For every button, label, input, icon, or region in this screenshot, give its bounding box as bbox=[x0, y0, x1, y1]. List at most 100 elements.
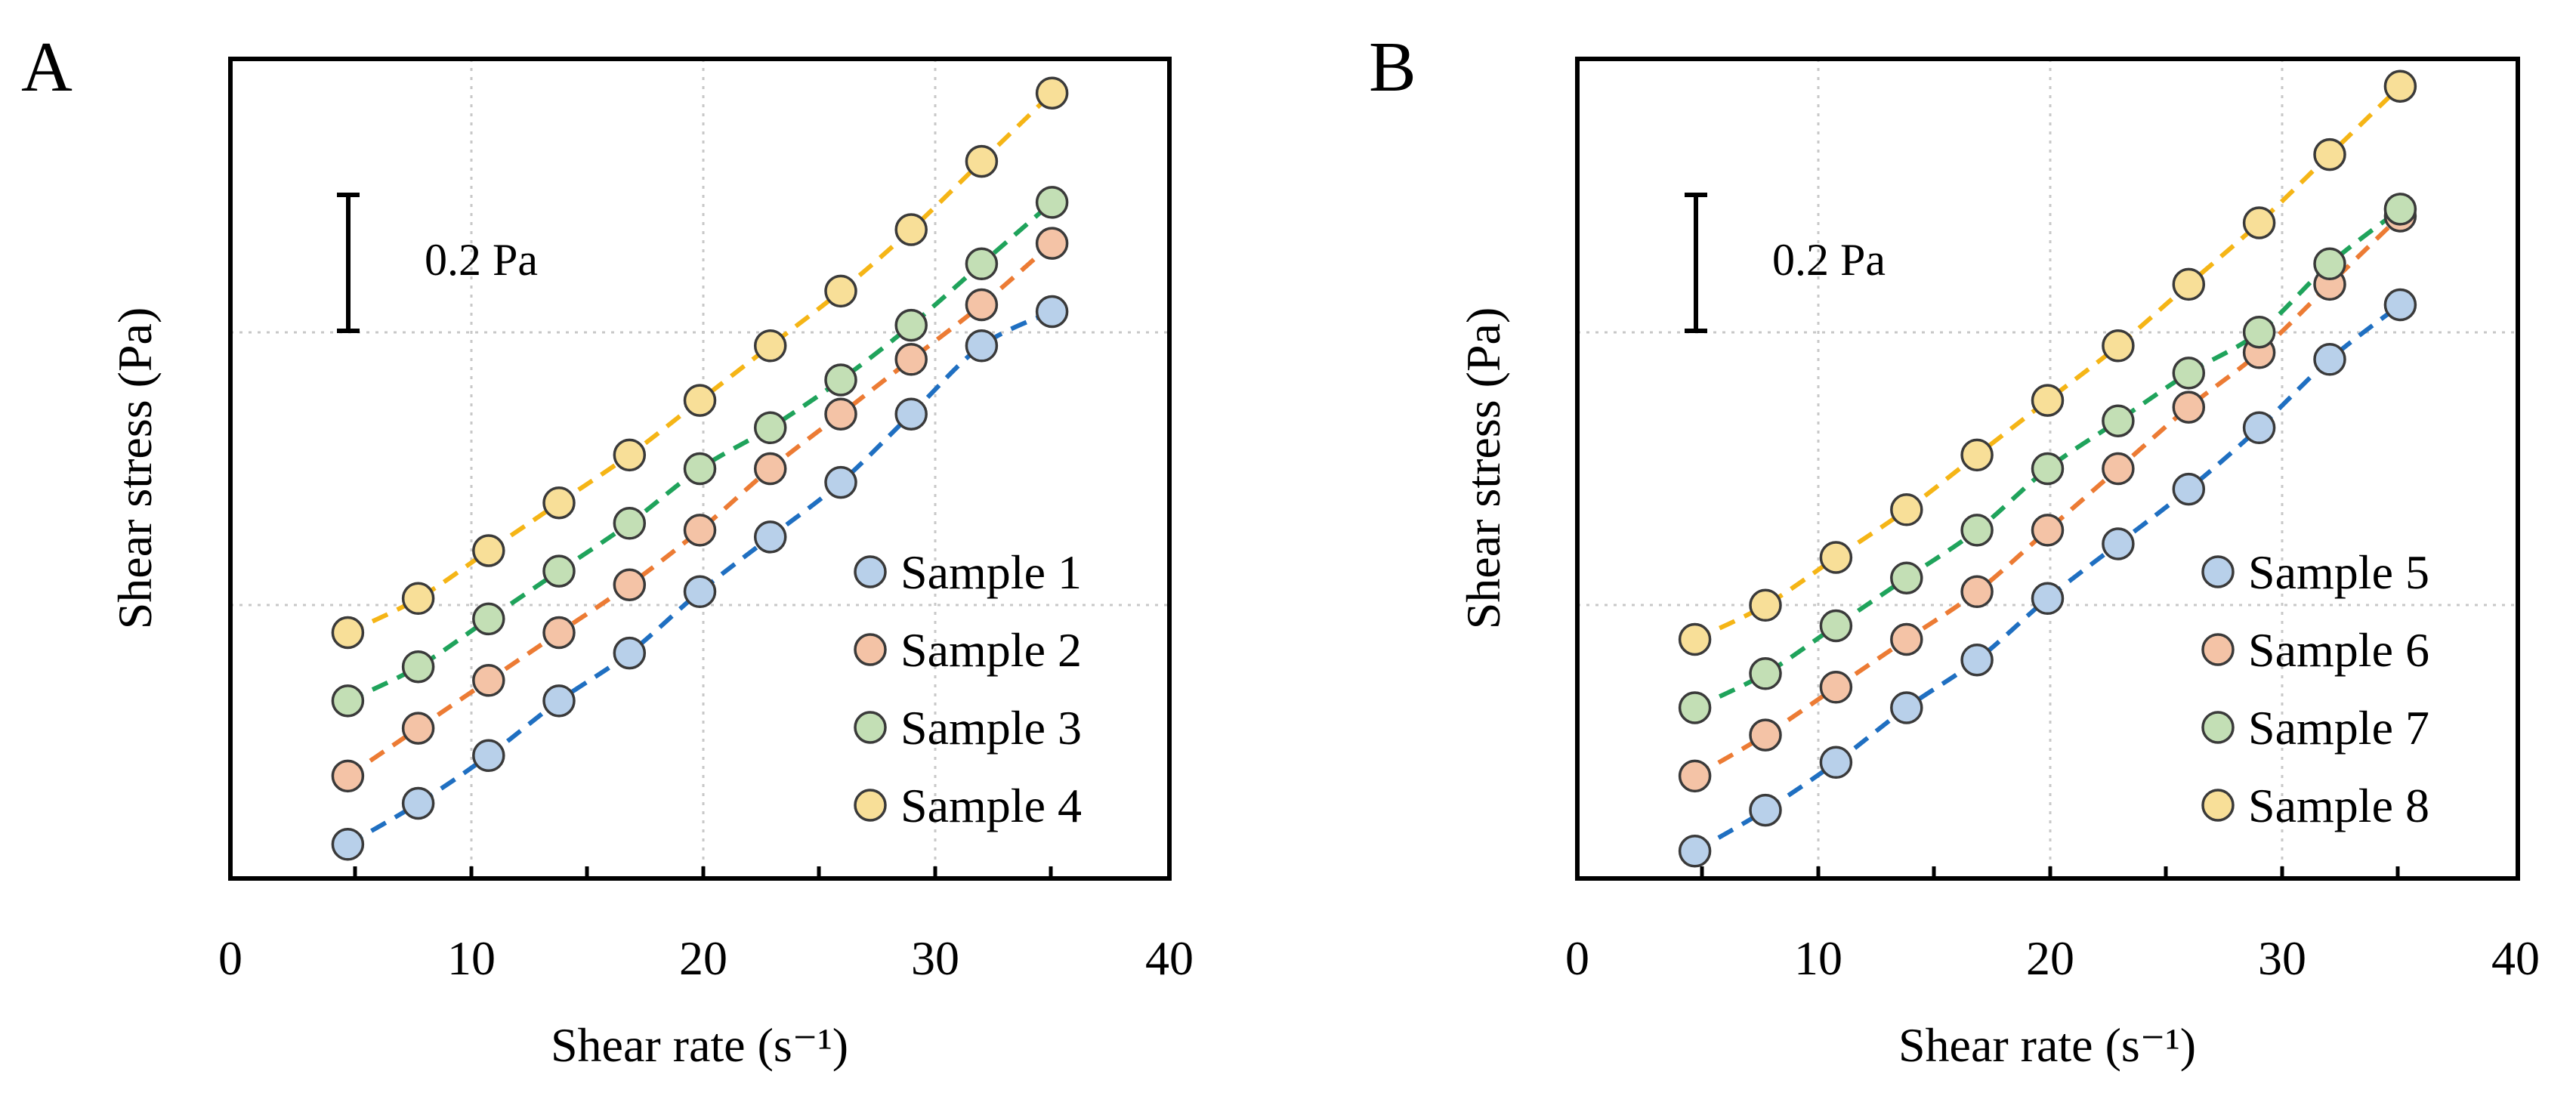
fit-line-sample-4 bbox=[347, 91, 1054, 635]
panel-a: A 0 10 20 30 40 Shear rate (s⁻¹) Shear s… bbox=[21, 28, 1194, 1072]
fit-line-sample-7 bbox=[1694, 207, 2402, 710]
data-point-sample-5 bbox=[1749, 793, 1782, 827]
data-point-sample-7 bbox=[2313, 247, 2346, 281]
data-point-sample-4 bbox=[965, 144, 999, 178]
legend-marker-sample-6 bbox=[2201, 633, 2235, 666]
data-point-sample-7 bbox=[2383, 193, 2417, 226]
data-point-sample-3 bbox=[613, 507, 647, 540]
data-point-sample-8 bbox=[2102, 329, 2135, 363]
data-point-sample-1 bbox=[613, 636, 647, 670]
data-point-sample-6 bbox=[2102, 452, 2135, 486]
x-tick-label: 40 bbox=[1145, 931, 1194, 985]
data-points bbox=[1678, 69, 2417, 868]
fit-line-sample-1 bbox=[346, 309, 1053, 847]
data-point-sample-4 bbox=[613, 438, 647, 472]
data-point-sample-4 bbox=[542, 486, 576, 520]
data-point-sample-1 bbox=[683, 575, 717, 609]
data-point-sample-8 bbox=[1678, 622, 1712, 656]
data-point-sample-8 bbox=[2313, 137, 2346, 171]
fit-line-sample-2 bbox=[346, 241, 1054, 778]
data-point-sample-8 bbox=[1749, 588, 1782, 622]
data-point-sample-2 bbox=[1035, 227, 1069, 260]
x-axis-title: Shear rate (s⁻¹) bbox=[1898, 1018, 2196, 1072]
scale-bar-label: 0.2 Pa bbox=[1772, 235, 1886, 285]
data-point-sample-6 bbox=[2172, 391, 2206, 424]
data-point-sample-5 bbox=[2383, 288, 2417, 322]
data-point-sample-5 bbox=[1960, 643, 1994, 677]
data-point-sample-3 bbox=[401, 650, 435, 684]
data-point-sample-1 bbox=[965, 329, 999, 363]
legend-label-sample-7: Sample 7 bbox=[2248, 701, 2429, 755]
y-axis-title: Shear stress (Pa) bbox=[108, 307, 162, 630]
data-point-sample-5 bbox=[2313, 343, 2346, 376]
data-point-sample-8 bbox=[2172, 267, 2206, 301]
data-point-sample-8 bbox=[2383, 69, 2417, 103]
data-point-sample-6 bbox=[1749, 718, 1782, 752]
x-axis: 0 10 20 30 40 Shear rate (s⁻¹) bbox=[1565, 866, 2540, 1072]
scale-bar-line bbox=[337, 193, 360, 333]
data-point-sample-6 bbox=[1678, 759, 1712, 793]
data-point-sample-5 bbox=[1819, 746, 1853, 780]
data-points bbox=[331, 76, 1069, 861]
x-tick-label: 20 bbox=[679, 931, 727, 985]
legend-label-sample-1: Sample 1 bbox=[900, 545, 1082, 599]
data-point-sample-1 bbox=[1035, 295, 1069, 329]
data-point-sample-7 bbox=[1749, 657, 1782, 690]
data-point-sample-4 bbox=[401, 582, 435, 616]
scale-bar: 0.2 Pa bbox=[1685, 193, 1886, 333]
legend-label-sample-6: Sample 6 bbox=[2248, 623, 2429, 677]
x-tick-label: 0 bbox=[218, 931, 242, 985]
data-point-sample-7 bbox=[2172, 357, 2206, 390]
x-axis-title: Shear rate (s⁻¹) bbox=[551, 1018, 848, 1072]
data-point-sample-5 bbox=[2242, 411, 2276, 445]
data-point-sample-8 bbox=[1819, 541, 1853, 574]
data-point-sample-2 bbox=[965, 288, 999, 322]
data-point-sample-4 bbox=[472, 534, 505, 567]
data-point-sample-2 bbox=[542, 616, 576, 650]
data-point-sample-7 bbox=[1819, 609, 1853, 643]
data-point-sample-8 bbox=[1890, 493, 1923, 526]
data-point-sample-3 bbox=[1035, 186, 1069, 219]
legend-marker-sample-5 bbox=[2201, 555, 2235, 588]
data-point-sample-4 bbox=[1035, 76, 1069, 110]
data-point-sample-3 bbox=[824, 363, 857, 397]
data-point-sample-2 bbox=[472, 664, 505, 697]
panel-label: B bbox=[1369, 28, 1416, 107]
data-point-sample-1 bbox=[894, 397, 928, 431]
x-tick-label: 20 bbox=[2026, 931, 2074, 985]
legend: Sample 1 Sample 2 Sample 3 Sample 4 bbox=[854, 545, 1082, 832]
scale-bar-label: 0.2 Pa bbox=[425, 235, 538, 285]
fit-line-sample-6 bbox=[1694, 214, 2402, 778]
data-point-sample-3 bbox=[472, 602, 505, 636]
data-point-sample-3 bbox=[753, 411, 787, 445]
plot-frame bbox=[1575, 57, 2520, 881]
data-point-sample-7 bbox=[2242, 315, 2276, 349]
data-point-sample-6 bbox=[1960, 575, 1994, 609]
data-point-sample-7 bbox=[1890, 561, 1923, 594]
data-point-sample-4 bbox=[753, 329, 787, 363]
data-point-sample-1 bbox=[824, 465, 857, 499]
legend-marker-sample-2 bbox=[854, 633, 887, 666]
data-point-sample-5 bbox=[2102, 527, 2135, 560]
data-point-sample-7 bbox=[2102, 404, 2135, 437]
data-point-sample-3 bbox=[683, 452, 717, 486]
data-point-sample-3 bbox=[542, 554, 576, 588]
data-point-sample-2 bbox=[401, 712, 435, 745]
data-point-sample-8 bbox=[2242, 206, 2276, 239]
legend-label-sample-4: Sample 4 bbox=[900, 779, 1082, 832]
data-point-sample-8 bbox=[2031, 384, 2065, 417]
data-point-sample-5 bbox=[2172, 472, 2206, 506]
data-point-sample-5 bbox=[1678, 835, 1712, 868]
data-point-sample-2 bbox=[683, 514, 717, 547]
panel-b: B 0 10 20 30 40 Shear rate (s⁻¹) Shear s… bbox=[1369, 28, 2540, 1072]
data-point-sample-4 bbox=[894, 213, 928, 246]
legend-marker-sample-1 bbox=[854, 555, 887, 588]
data-point-sample-3 bbox=[331, 684, 365, 718]
data-point-sample-1 bbox=[472, 739, 505, 773]
fit-line-sample-5 bbox=[1694, 303, 2402, 854]
x-tick-label: 0 bbox=[1565, 931, 1589, 985]
legend-label-sample-2: Sample 2 bbox=[900, 623, 1082, 677]
legend-marker-sample-7 bbox=[2201, 711, 2235, 744]
data-point-sample-1 bbox=[401, 786, 435, 820]
